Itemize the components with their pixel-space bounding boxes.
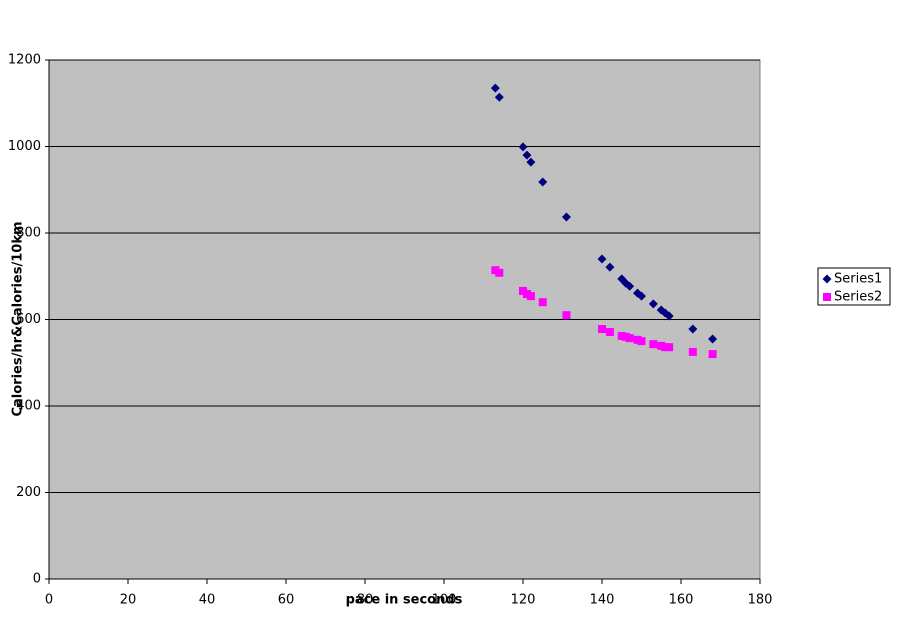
point [538,298,547,307]
point [518,142,528,152]
y-tick-label: 200 [16,485,41,500]
y-axis-title: Calories/hr&Calories/10km [11,221,26,416]
point [494,92,504,102]
point [526,292,535,301]
x-tick-label: 100 [432,593,457,608]
point [526,157,536,167]
legend-label: Series1 [834,272,882,287]
x-tick-label: 0 [45,593,53,608]
point [649,340,658,349]
y-tick-label: 0 [33,572,41,587]
point [538,177,548,187]
legend-label: Series2 [834,290,882,305]
point [637,337,646,346]
y-tick-label: 1200 [8,53,41,68]
legend-marker [822,274,832,284]
point [605,328,614,337]
x-tick-label: 80 [357,593,374,608]
x-tick-label: 180 [748,593,773,608]
point [598,325,606,334]
point [708,334,718,344]
point [637,291,646,301]
point [490,83,500,93]
x-tick-label: 60 [278,593,295,608]
y-tick-label: 600 [16,312,41,327]
x-tick-label: 40 [199,593,216,608]
point [708,350,717,359]
x-tick-label: 140 [590,593,615,608]
x-tick-label: 160 [669,593,694,608]
point [688,324,698,334]
legend-marker [823,293,831,301]
point [625,334,634,343]
point [688,347,697,356]
point [625,281,635,291]
point [561,212,571,222]
point [522,150,532,160]
point [665,343,674,352]
point [664,311,674,321]
point [648,299,658,309]
y-tick-label: 400 [16,399,41,414]
x-tick-label: 20 [120,593,137,608]
x-tick-label: 120 [511,593,536,608]
x-axis-title: pace in seconds [346,593,463,608]
point [605,262,615,272]
point [597,254,607,264]
y-tick-label: 1000 [8,139,41,154]
point [495,268,504,277]
point [562,311,571,320]
y-tick-label: 800 [16,226,41,241]
